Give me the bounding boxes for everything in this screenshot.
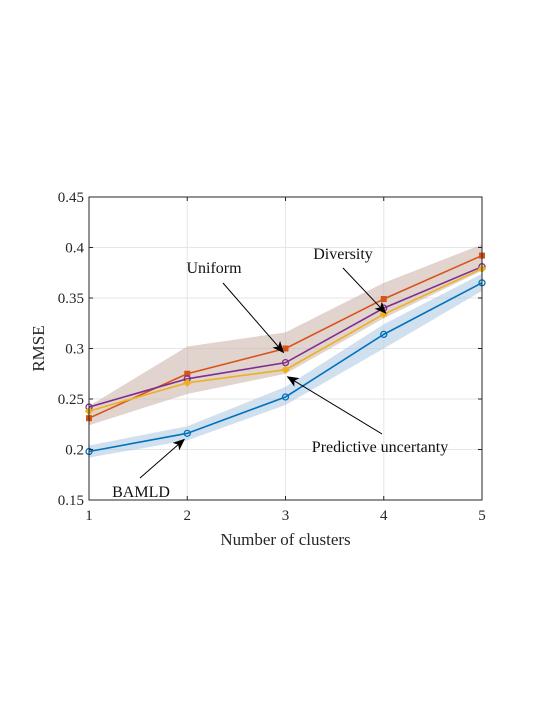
annotation-arrow	[222, 282, 285, 354]
annotation-arrow	[139, 438, 186, 479]
data-point	[183, 429, 191, 437]
data-point	[281, 393, 290, 401]
y-tick-label: 0.2	[65, 443, 84, 459]
annotation-arrow	[286, 376, 383, 435]
data-point	[380, 296, 387, 303]
data-point	[380, 330, 388, 339]
annotations: Uniform Diversity Predictive uncertanty BAM…	[112, 246, 448, 501]
x-tick-label: 1	[85, 508, 93, 524]
annotation-label: Uniform	[186, 260, 242, 277]
data-point	[183, 378, 192, 388]
y-tick-label: 0.25	[58, 392, 84, 408]
confidence-band	[89, 273, 482, 458]
y-tick-label: 0.4	[65, 241, 84, 257]
data-point	[281, 365, 290, 374]
annotation-arrow	[342, 267, 387, 314]
y-tick-label: 0.45	[58, 190, 84, 206]
series-line	[88, 265, 483, 408]
y-tick-label: 0.35	[58, 291, 84, 307]
series-lines	[84, 252, 487, 456]
axis-ticks: 0.15 0.2 0.25 0.3 0.35 0.4 0.45 1 2 3 4 5	[58, 190, 486, 524]
x-tick-label: 5	[478, 508, 486, 524]
data-point	[282, 345, 289, 352]
x-tick-label: 2	[184, 508, 192, 524]
annotation-label: Predictive uncertanty	[312, 439, 448, 456]
y-axis-label: RMSE	[29, 325, 48, 371]
y-tick-label: 0.15	[58, 493, 84, 509]
x-axis-label: Number of clusters	[220, 530, 350, 549]
annotation-label: BAMLD	[112, 484, 170, 501]
x-tick-label: 4	[380, 508, 388, 524]
series-line	[88, 282, 483, 453]
y-tick-label: 0.3	[65, 342, 84, 358]
x-tick-label: 3	[282, 508, 290, 524]
annotation-label: Diversity	[313, 246, 373, 263]
